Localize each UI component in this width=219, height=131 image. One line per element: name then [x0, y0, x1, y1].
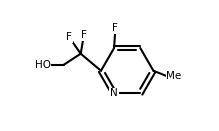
Text: F: F: [113, 23, 118, 33]
Text: N: N: [110, 88, 118, 98]
Text: HO: HO: [35, 60, 51, 70]
Text: Me: Me: [166, 71, 182, 81]
Text: F: F: [81, 30, 87, 40]
Text: F: F: [66, 32, 72, 42]
